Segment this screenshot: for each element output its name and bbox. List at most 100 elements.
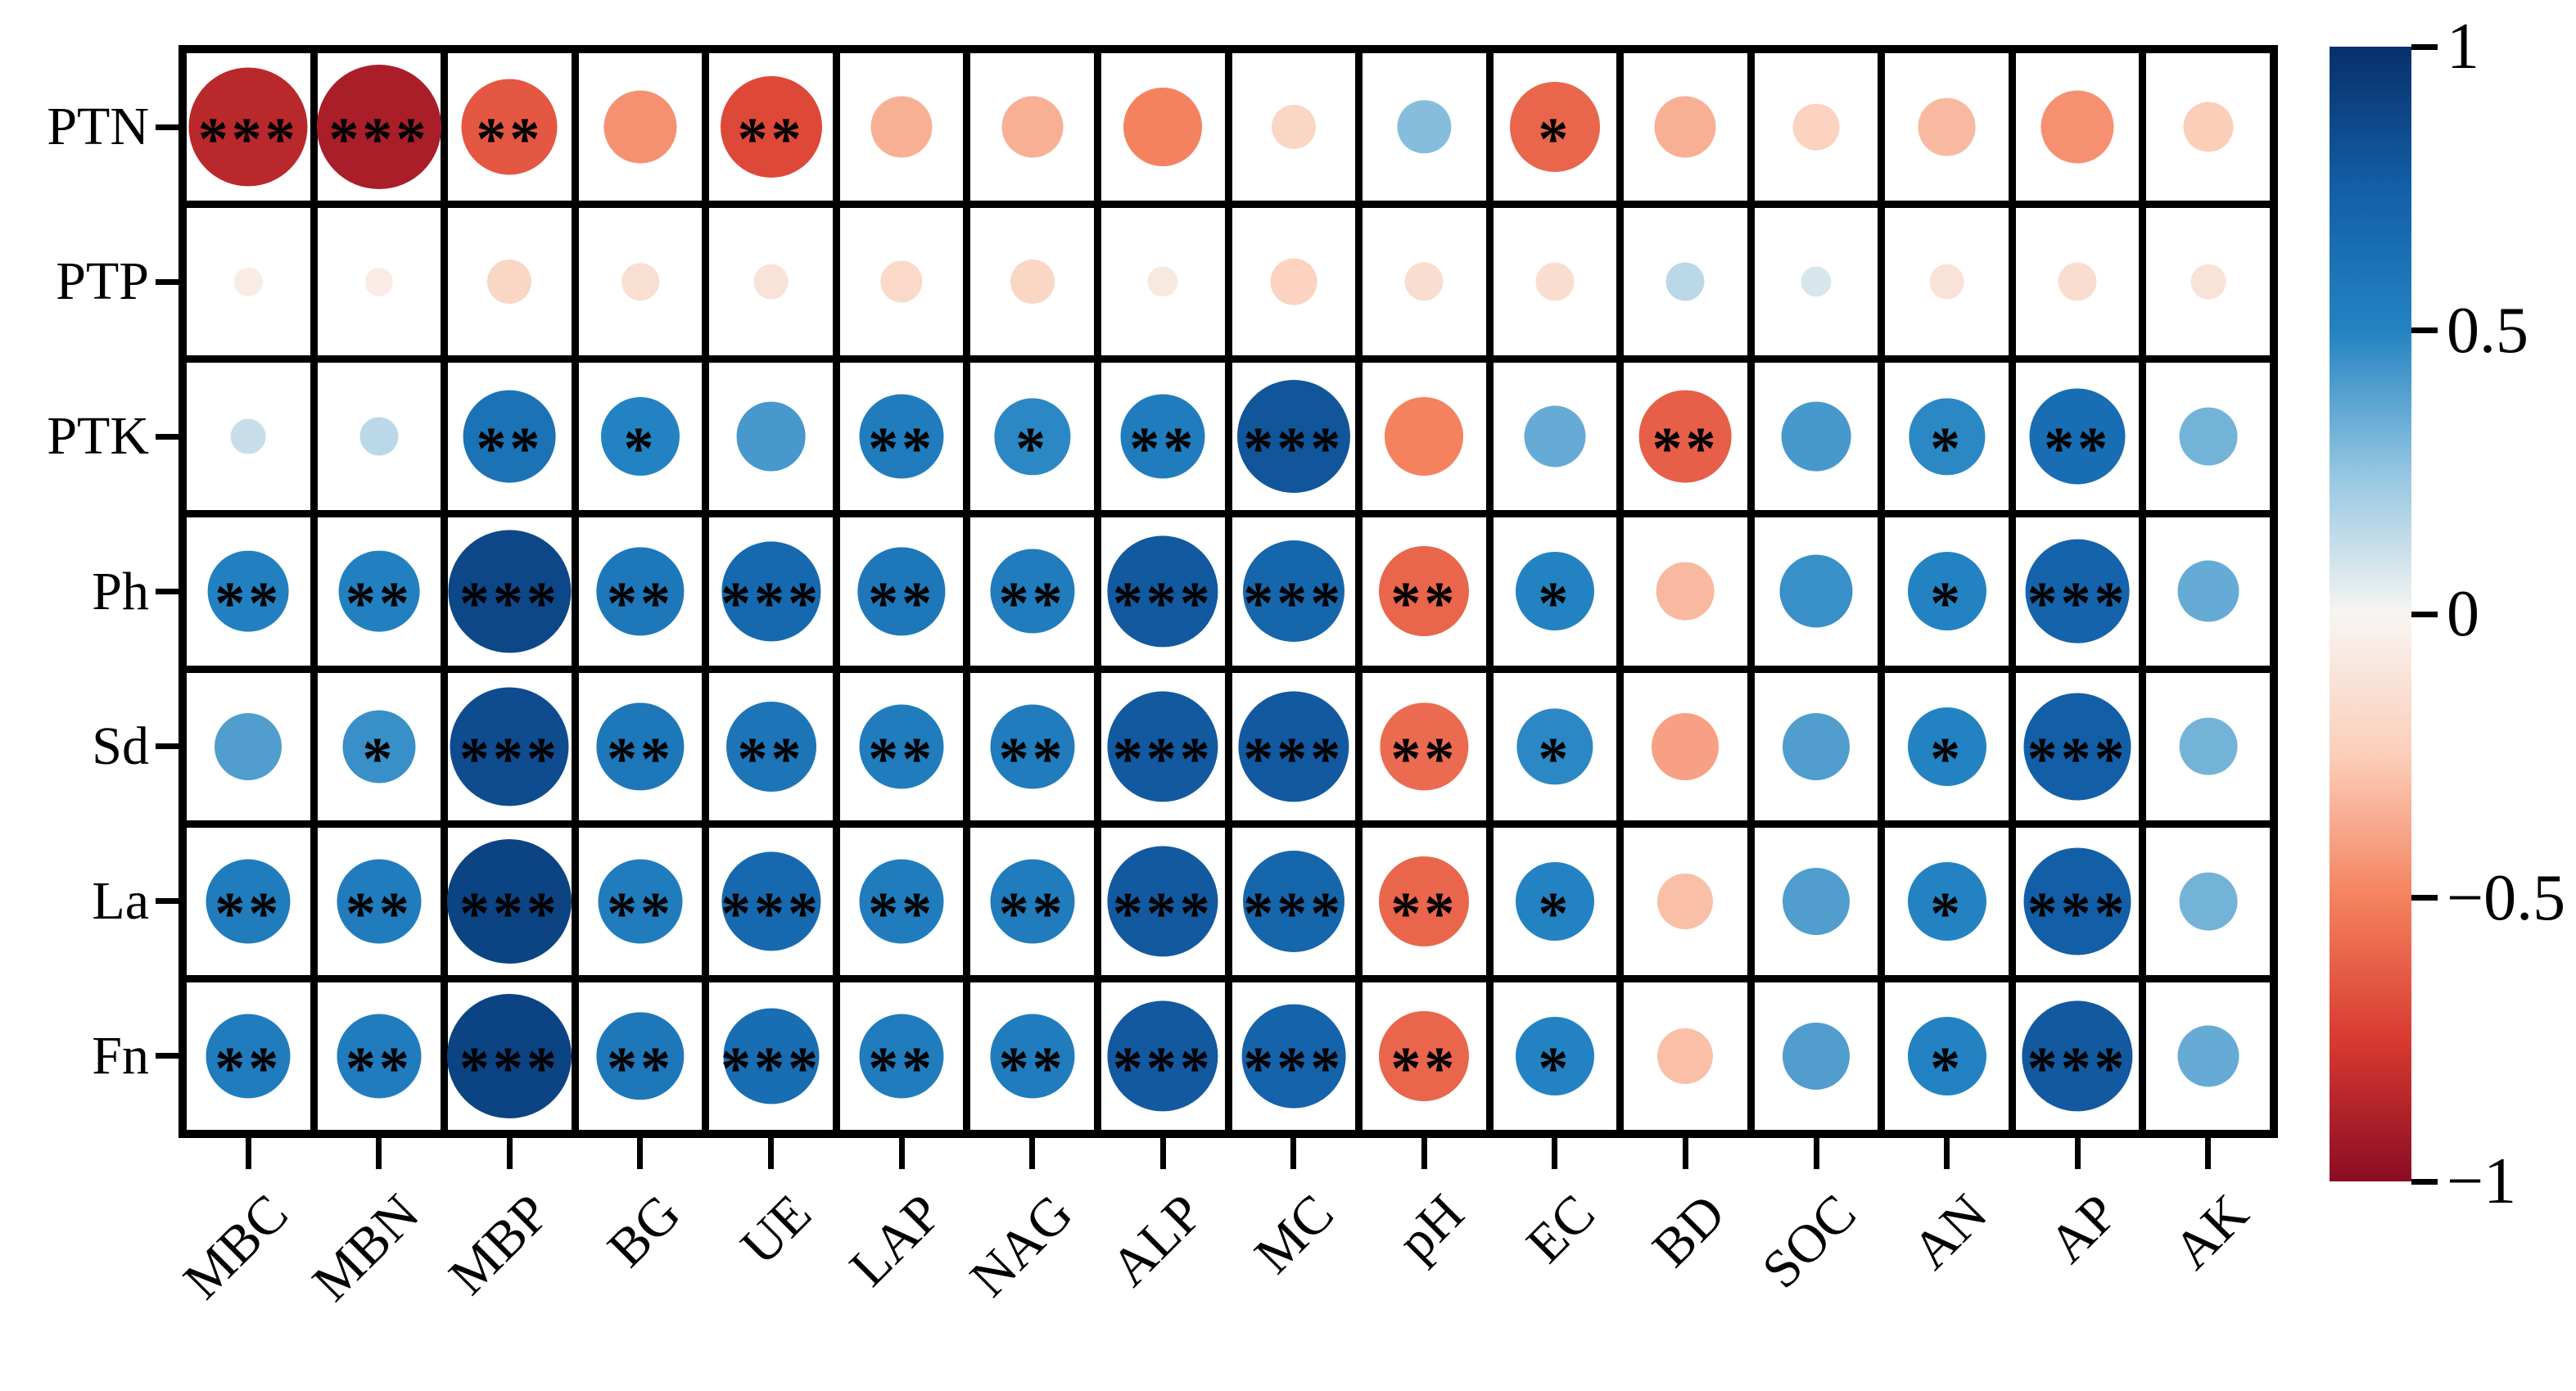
correlation-bubble bbox=[1241, 1004, 1346, 1109]
matrix-cell bbox=[970, 53, 1094, 201]
correlation-bubble bbox=[721, 541, 821, 642]
significance-stars: * bbox=[1538, 725, 1572, 793]
significance-stars: ** bbox=[998, 571, 1066, 639]
matrix-cell bbox=[2146, 672, 2270, 820]
correlation-bubble bbox=[859, 704, 944, 789]
significance-stars: ** bbox=[998, 1035, 1066, 1103]
matrix-cell bbox=[317, 208, 441, 356]
correlation-bubble bbox=[337, 1014, 422, 1099]
x-axis-tick bbox=[1029, 1136, 1036, 1169]
significance-stars: * bbox=[1930, 725, 1964, 793]
matrix-cell: ** bbox=[970, 672, 1094, 820]
significance-stars: ** bbox=[215, 880, 282, 948]
matrix-cell: *** bbox=[1100, 672, 1225, 820]
significance-stars: ** bbox=[215, 1035, 282, 1103]
matrix-cell bbox=[1754, 982, 1878, 1130]
matrix-cell bbox=[1624, 672, 1747, 820]
correlation-bubble bbox=[1397, 100, 1451, 154]
column-label-pH: pH bbox=[1386, 1183, 1476, 1272]
significance-stars: *** bbox=[197, 106, 299, 174]
significance-stars: ** bbox=[606, 880, 674, 948]
matrix-cell: *** bbox=[2015, 827, 2140, 975]
significance-stars: ** bbox=[1390, 725, 1458, 793]
matrix-cell: * bbox=[1493, 672, 1617, 820]
correlation-bubble bbox=[2179, 717, 2238, 776]
matrix-cell bbox=[1624, 827, 1747, 975]
correlation-bubble bbox=[2177, 1025, 2239, 1087]
matrix-cell: ** bbox=[1363, 982, 1486, 1130]
significance-stars: *** bbox=[1112, 880, 1213, 948]
matrix-cell: *** bbox=[448, 517, 572, 666]
significance-stars: ** bbox=[998, 725, 1066, 793]
matrix-cell: ** bbox=[317, 517, 441, 666]
matrix-cell: ** bbox=[709, 53, 833, 201]
column-label-AK: AK bbox=[2162, 1183, 2260, 1281]
correlation-bubble bbox=[1783, 867, 1851, 935]
matrix-cell bbox=[1363, 53, 1486, 201]
matrix-cell bbox=[187, 363, 310, 511]
significance-stars: * bbox=[1538, 880, 1572, 948]
significance-stars: *** bbox=[1112, 571, 1213, 639]
matrix-cell: * bbox=[970, 363, 1094, 511]
significance-stars: *** bbox=[1243, 725, 1344, 793]
correlation-bubble bbox=[2040, 90, 2114, 164]
y-axis-tick bbox=[156, 743, 182, 750]
correlation-bubble bbox=[736, 401, 806, 472]
matrix-cell bbox=[2146, 827, 2270, 975]
correlation-bubble bbox=[621, 263, 659, 300]
correlation-bubble bbox=[1379, 1010, 1470, 1101]
significance-stars: *** bbox=[459, 571, 560, 639]
matrix-cell: *** bbox=[447, 982, 572, 1130]
correlation-bubble bbox=[990, 549, 1075, 634]
matrix-cell: * bbox=[1885, 363, 2009, 511]
matrix-grid: *** *** ** ** * ** * ** * ** *** ** * ** ** ** *** ** *** *… bbox=[179, 45, 2278, 1138]
matrix-cell: ** bbox=[578, 827, 703, 975]
x-axis-tick bbox=[1290, 1136, 1297, 1169]
matrix-cell: ** bbox=[970, 827, 1094, 975]
matrix-cell bbox=[1754, 827, 1878, 975]
matrix-cell: ** bbox=[317, 827, 441, 975]
correlation-bubble bbox=[1271, 105, 1316, 150]
matrix-cell: ** bbox=[2015, 363, 2140, 511]
matrix-cell: * bbox=[578, 363, 703, 511]
matrix-cell: *** bbox=[1100, 982, 1225, 1130]
significance-stars: *** bbox=[1243, 1035, 1344, 1103]
matrix-cell: *** bbox=[1232, 672, 1356, 820]
column-label-BD: BD bbox=[1641, 1183, 1738, 1279]
correlation-bubble bbox=[725, 701, 816, 792]
significance-stars: *** bbox=[2027, 880, 2128, 948]
y-axis-tick bbox=[156, 589, 182, 594]
significance-stars: ** bbox=[606, 571, 674, 639]
significance-stars: *** bbox=[721, 1035, 822, 1103]
column-label-NAG: NAG bbox=[958, 1183, 1084, 1308]
correlation-bubble bbox=[1654, 96, 1716, 158]
significance-stars: *** bbox=[1243, 571, 1344, 639]
colorbar-tick bbox=[2411, 895, 2438, 901]
matrix-cell: ** bbox=[1624, 363, 1747, 511]
colorbar-tick bbox=[2411, 1178, 2438, 1185]
matrix-cell: ** bbox=[839, 827, 964, 975]
correlation-bubble bbox=[450, 687, 569, 806]
correlation-bubble bbox=[1242, 850, 1344, 952]
correlation-bubble bbox=[723, 1008, 820, 1104]
significance-stars: ** bbox=[737, 106, 805, 174]
significance-stars: * bbox=[1930, 880, 1964, 948]
correlation-bubble bbox=[1379, 856, 1470, 946]
significance-stars: *** bbox=[1112, 725, 1213, 793]
correlation-bubble bbox=[1270, 258, 1317, 305]
significance-stars: ** bbox=[476, 415, 544, 483]
matrix-cell bbox=[317, 363, 441, 511]
correlation-bubble bbox=[461, 79, 558, 175]
significance-stars: ** bbox=[868, 571, 936, 639]
matrix-cell bbox=[839, 53, 964, 201]
matrix-cell: * bbox=[1493, 982, 1617, 1130]
matrix-cell bbox=[187, 672, 310, 820]
correlation-bubble bbox=[870, 96, 933, 158]
correlation-bubble bbox=[2022, 1000, 2133, 1112]
significance-stars: *** bbox=[459, 725, 560, 793]
matrix-cell: ** bbox=[709, 672, 833, 820]
x-axis-tick bbox=[637, 1136, 644, 1169]
matrix-cell bbox=[1624, 208, 1747, 356]
correlation-bubble bbox=[1147, 266, 1178, 297]
x-axis-tick bbox=[1552, 1136, 1558, 1169]
